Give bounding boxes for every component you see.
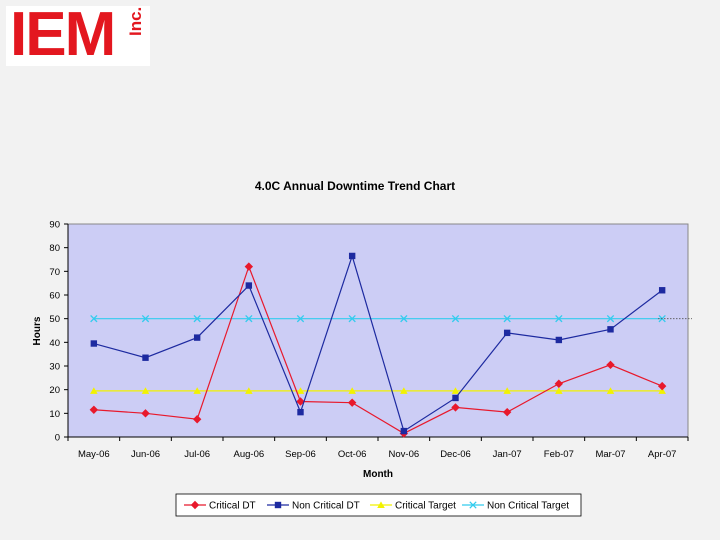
legend-swatch-marker	[377, 501, 385, 508]
x-tick-label: Oct-06	[338, 449, 367, 460]
critical-target-point	[503, 387, 511, 394]
critical-target-point	[658, 387, 666, 394]
x-axis-label: Month	[363, 469, 393, 480]
non-critical-dt-point	[142, 354, 149, 361]
non-critical-dt-point	[193, 334, 201, 341]
x-tick-label: May-06	[78, 449, 110, 460]
non-critical-target-point	[90, 315, 98, 323]
non-critical-target-point	[348, 315, 356, 323]
legend-label: Non Critical Target	[487, 501, 569, 512]
legend-item-non-critical-dt: Non Critical DT	[267, 501, 360, 512]
critical-target-point	[400, 387, 408, 394]
critical-dt-point	[296, 397, 305, 406]
non-critical-target-point	[555, 315, 563, 323]
critical-dt-line	[93, 264, 663, 435]
series-non-critical-dt	[90, 252, 666, 435]
non-critical-target-point	[296, 315, 305, 323]
y-tick-label: 70	[49, 267, 60, 278]
y-tick-label: 0	[55, 433, 60, 444]
series-non-critical-target	[90, 315, 666, 323]
critical-target-point	[606, 387, 615, 394]
critical-dt-point	[244, 262, 254, 271]
legend-swatch-marker	[274, 501, 282, 509]
non-critical-dt-point	[452, 394, 459, 402]
series-layer	[89, 252, 692, 438]
critical-target-point	[296, 387, 305, 394]
critical-dt-point	[347, 398, 357, 407]
legend-item-non-critical-target: Non Critical Target	[462, 501, 569, 512]
legend-label: Critical Target	[395, 501, 456, 512]
non-critical-dt-point	[297, 408, 304, 416]
legend-item-critical-target: Critical Target	[370, 501, 456, 512]
x-axis: May-06 Jun-06 Jul-06 Aug-06 Sep-06 Oct-06 Nov-…	[67, 436, 689, 460]
y-tick-label: 50	[49, 314, 60, 325]
legend-swatch-marker	[190, 500, 200, 510]
company-logo: IEM Inc.	[6, 0, 150, 69]
x-tick-label: Apr-07	[648, 449, 677, 460]
non-critical-target-point	[193, 315, 201, 323]
non-critical-dt-point	[503, 329, 511, 337]
critical-dt-point	[141, 409, 150, 418]
critical-target-point	[141, 387, 150, 394]
x-tick-label: Mar-07	[595, 449, 625, 460]
y-axis-label: Hours	[32, 316, 43, 345]
critical-target-point	[555, 387, 563, 394]
plot-area	[67, 223, 689, 438]
chart-title: 4.0C Annual Downtime Trend Chart	[255, 179, 455, 193]
y-tick-label: 80	[49, 243, 60, 254]
x-tick-label: Nov-06	[389, 449, 420, 460]
x-tick-label: Jul-06	[184, 449, 210, 460]
legend: Critical DT Non Critical DT Critical Targe…	[184, 501, 569, 512]
critical-target-point	[348, 387, 356, 394]
non-critical-dt-point	[607, 326, 614, 333]
series-critical-target	[90, 387, 666, 394]
y-tick-label: 90	[49, 220, 60, 231]
logo-main-text: IEM	[10, 0, 116, 69]
critical-dt-point	[89, 405, 99, 414]
legend-swatch-marker	[469, 501, 477, 509]
legend-label: Critical DT	[209, 501, 256, 512]
y-tick-label: 30	[49, 362, 60, 373]
critical-dt-point	[502, 407, 512, 417]
x-tick-label: Aug-06	[234, 449, 265, 460]
legend-item-critical-dt: Critical DT	[184, 501, 256, 512]
critical-dt-point	[192, 415, 202, 424]
x-tick-label: Dec-06	[440, 449, 471, 460]
non-critical-target-point	[451, 315, 460, 323]
non-critical-dt-point	[400, 427, 408, 435]
non-critical-target-point	[503, 315, 511, 323]
critical-target-point	[245, 387, 253, 394]
x-tick-label: Jan-07	[493, 449, 522, 460]
non-critical-dt-point	[658, 287, 666, 294]
non-critical-target-point	[606, 315, 615, 323]
non-critical-dt-line	[93, 253, 663, 433]
y-axis: 0 10 20 30 40 50 60 70 80 90	[49, 220, 69, 444]
critical-target-point	[451, 387, 460, 394]
non-critical-dt-point	[348, 252, 356, 260]
critical-target-point	[90, 387, 98, 394]
critical-dt-point	[451, 403, 460, 412]
legend-label: Non Critical DT	[292, 501, 360, 512]
y-tick-label: 10	[49, 409, 60, 420]
non-critical-target-point	[141, 315, 150, 323]
non-critical-dt-point	[90, 340, 98, 347]
critical-dt-point	[606, 360, 615, 370]
x-tick-label: Jun-06	[131, 449, 160, 460]
x-tick-label: Sep-06	[285, 449, 316, 460]
y-tick-label: 40	[49, 338, 60, 349]
x-tick-label: Feb-07	[544, 449, 574, 460]
non-critical-dt-point	[555, 336, 563, 344]
critical-dt-point	[657, 381, 667, 391]
critical-dt-point	[554, 379, 564, 388]
y-tick-label: 60	[49, 291, 60, 302]
series-critical-dt	[89, 262, 667, 438]
critical-target-point	[193, 387, 201, 394]
non-critical-target-point	[245, 315, 253, 323]
non-critical-target-point	[400, 315, 408, 323]
non-critical-dt-point	[245, 282, 253, 289]
y-tick-label: 20	[49, 385, 60, 396]
